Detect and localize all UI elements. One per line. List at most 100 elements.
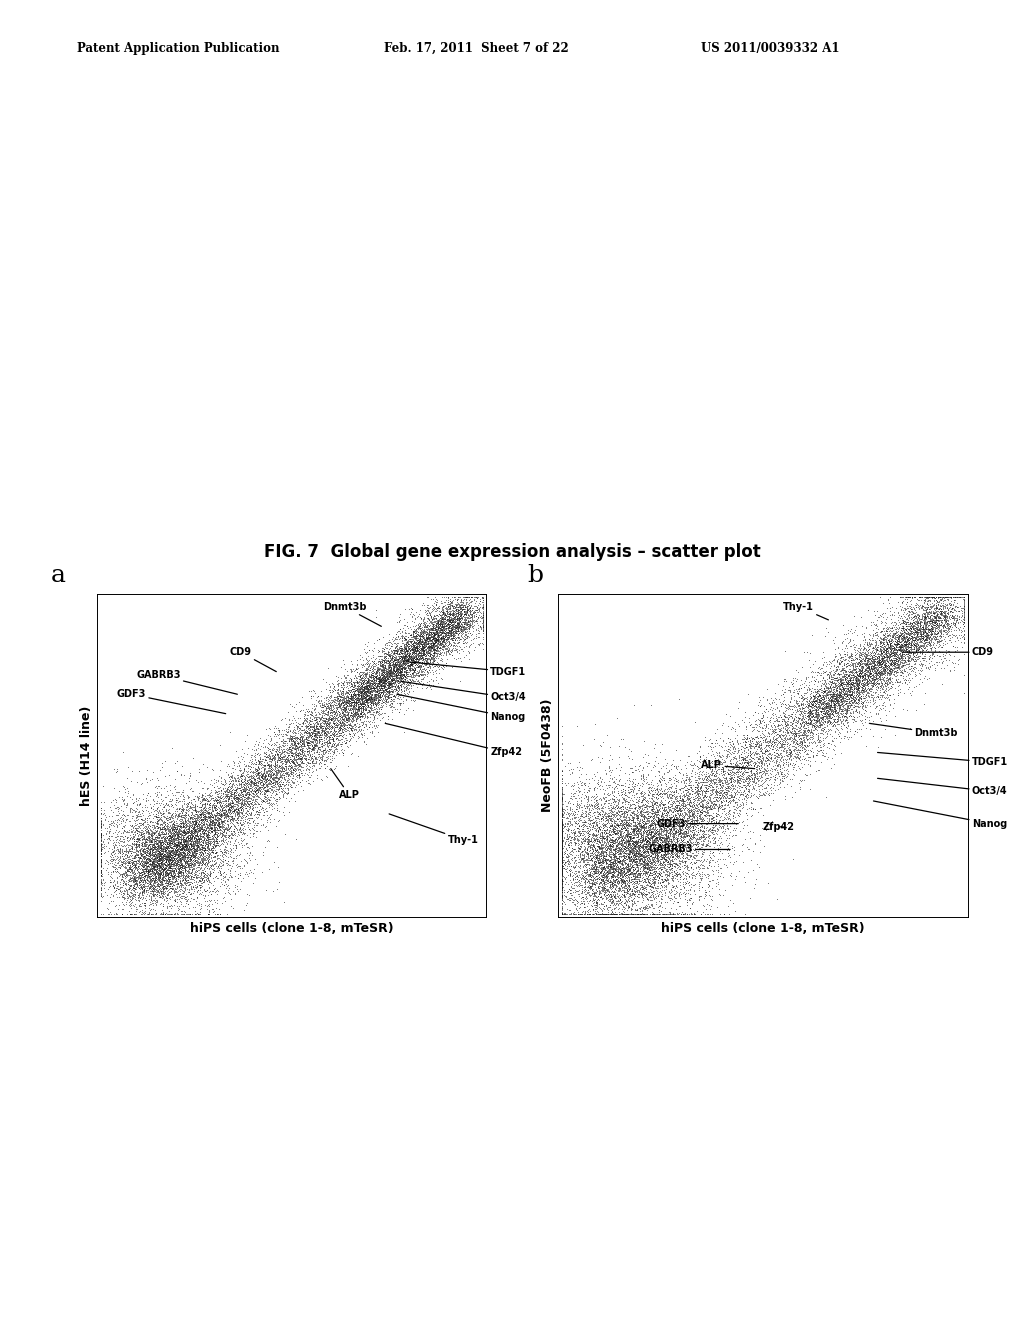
Point: [281, 762, 297, 783]
Point: [398, 628, 415, 649]
Point: [620, 812, 636, 833]
Point: [132, 895, 148, 916]
Point: [912, 630, 929, 651]
Point: [226, 800, 243, 821]
Point: [371, 669, 387, 690]
Point: [314, 719, 331, 741]
Point: [741, 730, 758, 751]
Point: [199, 870, 215, 891]
Point: [156, 853, 172, 874]
Point: [919, 618, 935, 639]
Point: [220, 771, 237, 792]
Point: [740, 708, 757, 729]
Point: [156, 846, 172, 867]
Point: [197, 824, 213, 845]
Point: [129, 875, 145, 896]
Point: [174, 812, 190, 833]
Point: [636, 810, 652, 832]
Point: [615, 857, 632, 878]
Point: [380, 677, 396, 698]
Point: [679, 825, 695, 846]
Point: [615, 804, 632, 825]
Point: [150, 822, 166, 843]
Point: [621, 807, 637, 828]
Point: [901, 634, 918, 655]
Point: [908, 626, 925, 647]
Point: [610, 904, 627, 925]
Point: [773, 730, 790, 751]
Point: [291, 754, 307, 775]
Point: [554, 841, 570, 862]
Point: [736, 742, 753, 763]
Point: [852, 664, 868, 685]
Point: [370, 696, 386, 717]
Point: [234, 777, 251, 799]
Point: [136, 876, 153, 898]
Point: [170, 861, 186, 882]
Point: [835, 684, 851, 705]
Point: [944, 624, 961, 645]
Point: [573, 861, 590, 882]
Point: [926, 611, 942, 632]
Point: [452, 591, 468, 612]
Point: [278, 723, 294, 744]
Point: [105, 878, 122, 899]
Point: [454, 607, 470, 628]
Point: [350, 704, 367, 725]
Point: [383, 644, 399, 665]
Point: [894, 643, 910, 664]
Point: [733, 750, 750, 771]
Point: [433, 649, 450, 671]
Point: [293, 726, 309, 747]
Point: [440, 630, 457, 651]
Point: [660, 814, 677, 836]
Point: [634, 809, 650, 830]
Point: [841, 669, 857, 690]
Point: [826, 684, 843, 705]
Point: [638, 813, 654, 834]
Point: [592, 904, 608, 925]
Point: [823, 689, 840, 710]
Point: [374, 652, 390, 673]
Point: [699, 766, 716, 787]
Point: [727, 783, 743, 804]
Point: [314, 723, 331, 744]
Point: [197, 861, 213, 882]
Point: [220, 793, 237, 814]
Point: [358, 677, 375, 698]
Point: [128, 854, 144, 875]
Point: [863, 675, 880, 696]
Point: [857, 665, 873, 686]
Point: [441, 634, 458, 655]
Point: [601, 830, 617, 851]
Point: [764, 704, 780, 725]
Point: [359, 668, 376, 689]
Point: [148, 875, 165, 896]
Point: [425, 652, 441, 673]
Point: [639, 832, 655, 853]
Point: [622, 878, 638, 899]
Point: [633, 816, 649, 837]
Point: [352, 685, 369, 706]
Point: [409, 614, 425, 635]
Point: [228, 800, 245, 821]
Point: [322, 721, 338, 742]
Point: [345, 686, 361, 708]
Point: [561, 842, 578, 863]
Point: [361, 690, 378, 711]
Point: [409, 648, 425, 669]
Point: [881, 673, 897, 694]
Point: [829, 706, 846, 727]
Point: [427, 590, 443, 611]
Point: [385, 659, 401, 680]
Point: [655, 847, 672, 869]
Point: [362, 706, 379, 727]
Point: [136, 832, 153, 853]
Point: [334, 718, 350, 739]
Point: [178, 807, 195, 828]
Point: [908, 639, 925, 660]
Point: [211, 816, 227, 837]
Point: [299, 743, 315, 764]
Point: [262, 755, 279, 776]
Point: [148, 851, 165, 873]
